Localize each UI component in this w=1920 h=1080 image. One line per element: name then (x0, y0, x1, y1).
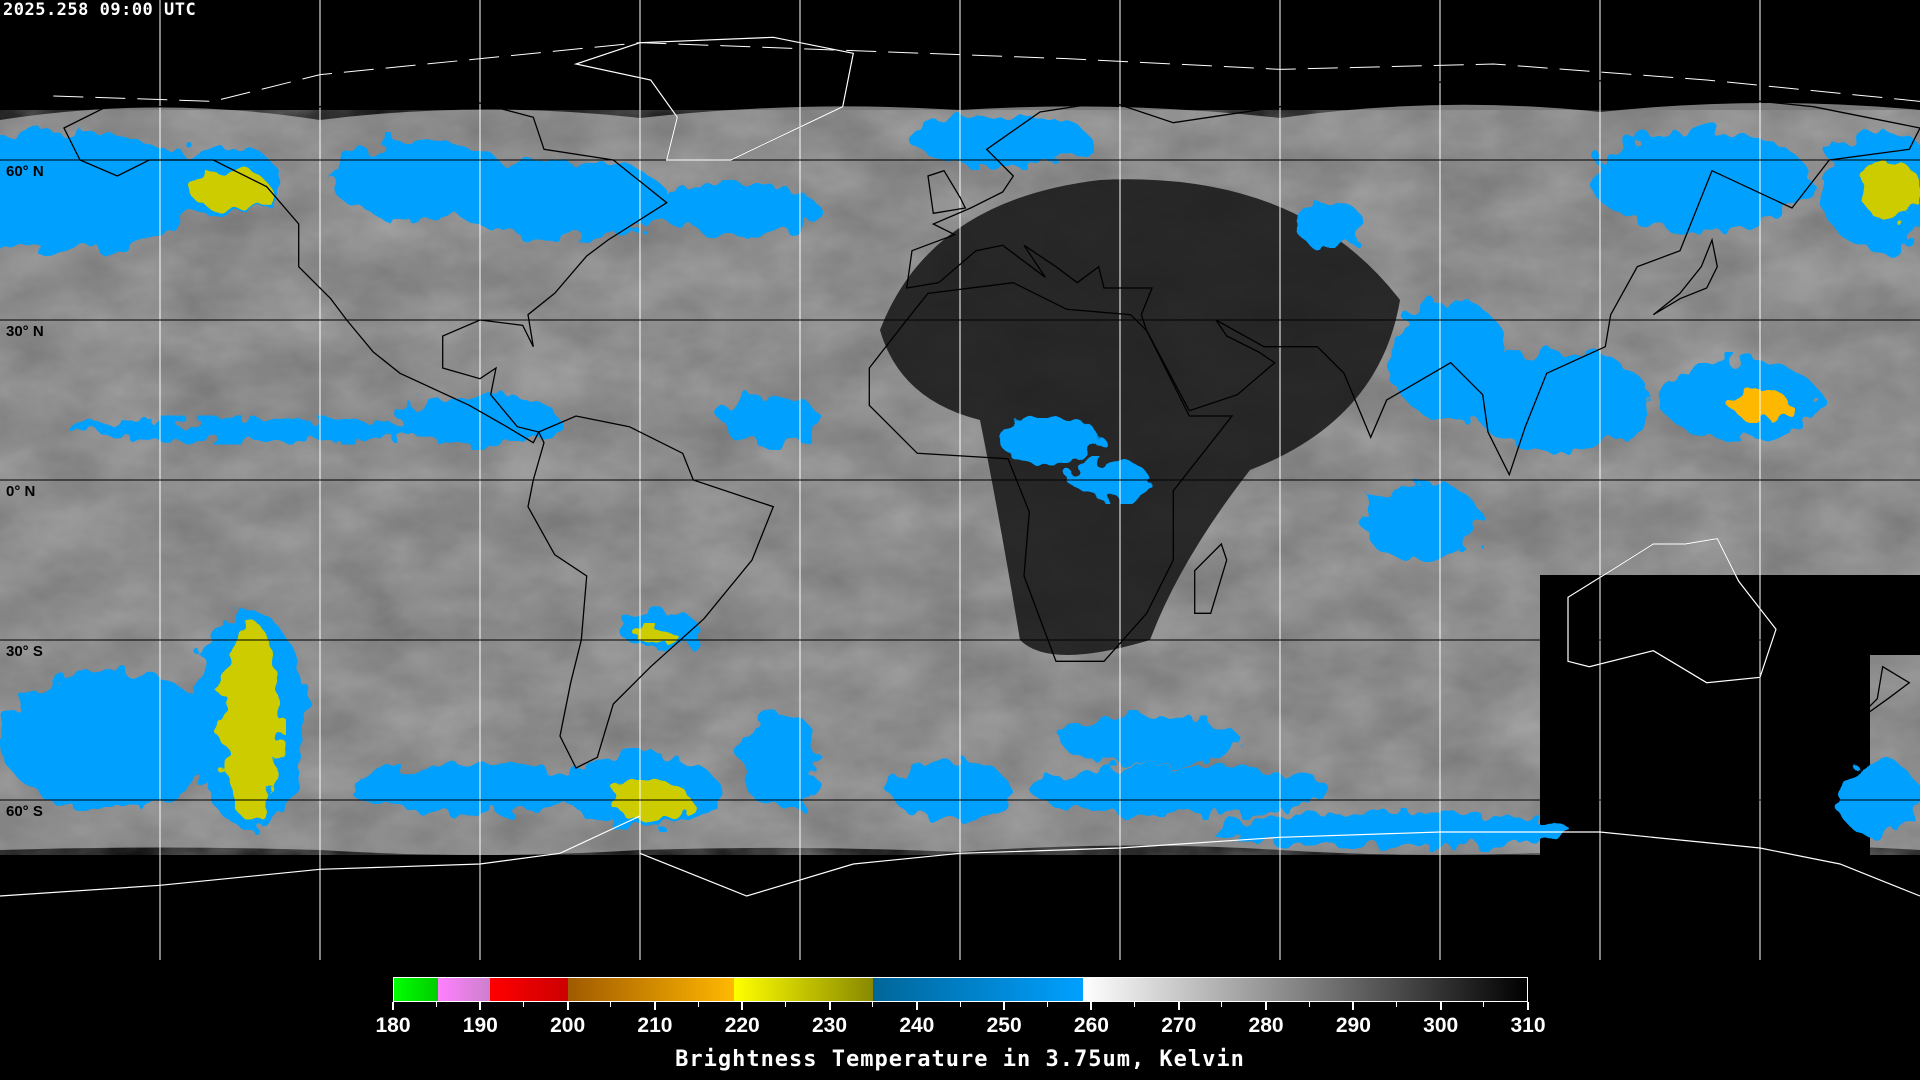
colorbar-segment (489, 978, 569, 1001)
cloud-blob (635, 625, 675, 645)
colorbar-tick-label: 250 (986, 1014, 1022, 1037)
coastline-greenland-nodata (573, 36, 855, 161)
cloud-blob (0, 670, 220, 810)
colorbar-tick (741, 1002, 744, 1010)
colorbar-tick (479, 1002, 482, 1010)
colorbar-tick-label: 300 (1423, 1014, 1459, 1037)
colorbar-tick-label: 220 (724, 1014, 760, 1037)
colorbar-tick (392, 1002, 394, 1010)
colorbar (393, 977, 1528, 1002)
colorbar-tick-label: 200 (550, 1014, 586, 1037)
cloud-blob (350, 765, 590, 815)
colorbar-tick (1308, 1002, 1310, 1007)
cloud-blob (890, 760, 1010, 820)
colorbar-tick (1090, 1002, 1093, 1010)
colorbar-tick (653, 1002, 656, 1010)
timestamp: 2025.258 09:00 UTC (3, 0, 197, 20)
colorbar-tick (435, 1002, 437, 1007)
cloud-blob (70, 418, 430, 442)
lat-lon-grid (159, 0, 1761, 960)
colorbar-tick (1134, 1002, 1136, 1007)
colorbar-tick (1046, 1002, 1048, 1007)
coastline-madagascar (1194, 542, 1228, 614)
colorbar-tick (697, 1002, 699, 1007)
colorbar-tick (1352, 1002, 1355, 1010)
lat-label: 30° N (6, 323, 44, 340)
coastline-australia-nodata (1567, 538, 1777, 684)
colorbar-tick (1527, 1002, 1529, 1010)
colorbar-tick (522, 1002, 524, 1007)
cloud-blob (1590, 130, 1810, 230)
cloud-blob (450, 160, 670, 240)
colorbar-title: Brightness Temperature in 3.75um, Kelvin (675, 1047, 1245, 1072)
colorbar-tick (959, 1002, 961, 1007)
coastline-uk (927, 169, 967, 215)
colorbar-tick-label: 280 (1248, 1014, 1284, 1037)
cloud-blob (190, 170, 270, 210)
no-data-region (1540, 575, 1870, 855)
lat-label: 60° N (6, 163, 44, 180)
cloud-blob (1210, 812, 1570, 848)
colorbar-tick (828, 1002, 831, 1010)
coastlines (0, 36, 1920, 897)
cloud-blob (1860, 160, 1920, 220)
colorbar-tick-label: 180 (375, 1014, 411, 1037)
colorbar-tick (1177, 1002, 1180, 1010)
colorbar-segment (873, 978, 1083, 1001)
colorbar-tick (872, 1002, 874, 1007)
coastline-south-america (527, 415, 775, 769)
lat-label: 0° N (6, 483, 36, 500)
colorbar-tick (1439, 1002, 1442, 1010)
colorbar-tick-label: 290 (1335, 1014, 1371, 1037)
coastline-eurasia (905, 68, 1920, 477)
cloud-blob (1060, 715, 1240, 765)
colorbar-tick (1003, 1002, 1006, 1010)
coastline-antarctica (0, 815, 1920, 897)
colorbar-segment (437, 978, 490, 1001)
colorbar-tick (784, 1002, 786, 1007)
satellite-map (0, 0, 1920, 960)
cloud-blob (1360, 480, 1480, 560)
cloud-blob (1470, 350, 1650, 450)
colorbar-segment (568, 978, 734, 1001)
colorbar-tick-label: 190 (462, 1014, 498, 1037)
coastline-new-zealand (1850, 665, 1911, 726)
cloud-blob (740, 710, 820, 810)
colorbar-tick-label: 270 (1161, 1014, 1197, 1037)
colorbar-segment (1082, 978, 1527, 1001)
colorbar-tick (915, 1002, 918, 1010)
cloud-blob (1295, 203, 1365, 247)
colorbar-segment (394, 978, 438, 1001)
colorbar-tick (1221, 1002, 1223, 1007)
cloud-blob (1000, 415, 1100, 465)
coastline-africa (868, 282, 1234, 662)
coastline-arctic (53, 42, 1920, 102)
colorbar-tick (566, 1002, 569, 1010)
colorbar-segment (733, 978, 874, 1001)
colorbar-tick-label: 230 (812, 1014, 848, 1037)
lat-label: 60° S (6, 803, 43, 820)
cloud-blob (660, 185, 820, 235)
colorbar-tick-label: 240 (899, 1014, 935, 1037)
cloud-blob (720, 395, 820, 445)
colorbar-tick (1265, 1002, 1268, 1010)
colorbar-tick-label: 260 (1073, 1014, 1109, 1037)
coastline-japan (1652, 237, 1718, 316)
cloud-blob (1030, 765, 1330, 815)
cloud-blob (220, 620, 280, 820)
colorbar-tick (1396, 1002, 1398, 1007)
colorbar-tick-label: 310 (1510, 1014, 1546, 1037)
lat-label: 30° S (6, 643, 43, 660)
colorbar-tick-label: 210 (637, 1014, 673, 1037)
coastline-north-america (63, 95, 668, 444)
colorbar-tick (1483, 1002, 1485, 1007)
colorbar-tick (610, 1002, 612, 1007)
